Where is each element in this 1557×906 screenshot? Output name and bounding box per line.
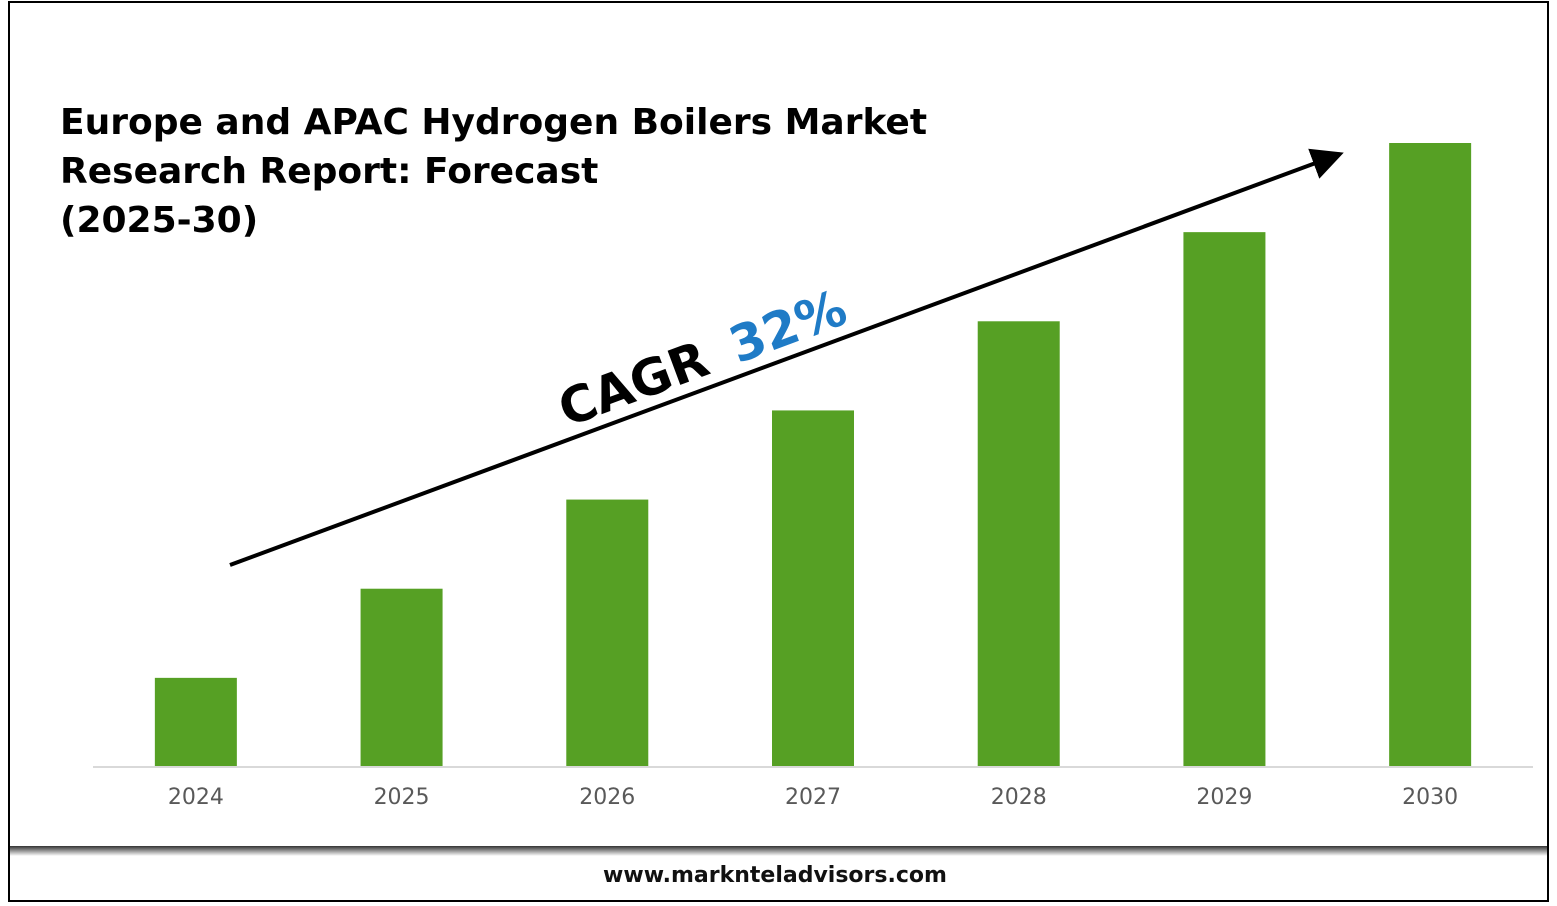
- chart-title: Europe and APAC Hydrogen Boilers Market: [60, 102, 927, 143]
- trend-arrow: [229, 148, 1344, 567]
- bar: [154, 677, 237, 767]
- x-tick-label: 2024: [168, 785, 224, 810]
- bar: [977, 321, 1060, 767]
- chart-title: (2025-30): [60, 200, 258, 241]
- footer-divider: [10, 846, 1547, 856]
- x-tick-label: 2030: [1402, 785, 1458, 810]
- x-tick-label: 2026: [579, 785, 635, 810]
- bar: [1389, 143, 1472, 767]
- x-tick-label: 2029: [1196, 785, 1252, 810]
- x-tick-label: 2025: [374, 785, 430, 810]
- x-tick-label: 2028: [991, 785, 1047, 810]
- bar: [360, 588, 443, 767]
- bar: [1183, 232, 1266, 768]
- chart-title: Research Report: Forecast: [60, 151, 598, 192]
- x-tick-label: 2027: [785, 785, 841, 810]
- bar: [772, 410, 854, 767]
- bar: [566, 499, 649, 767]
- footer-url: www.marknteladvisors.com: [603, 863, 947, 888]
